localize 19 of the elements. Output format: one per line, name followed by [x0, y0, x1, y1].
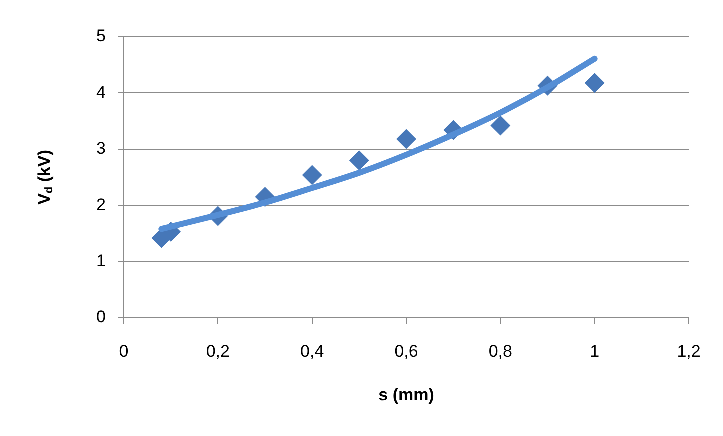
y-tick-label: 1 [96, 251, 106, 270]
x-tick-label: 0,4 [300, 342, 324, 361]
point [302, 165, 322, 186]
x-tick-label: 0,8 [488, 342, 512, 361]
point [490, 116, 511, 136]
y-tick-label: 2 [96, 195, 106, 214]
y-tick-label: 5 [96, 26, 106, 46]
point [349, 150, 370, 171]
y-tick-label: 3 [96, 139, 106, 158]
point [396, 129, 416, 150]
y-tick-label: 4 [96, 82, 106, 102]
x-tick-label: 0,2 [206, 342, 230, 361]
y-tick-label: 0 [96, 308, 106, 327]
x-tick-label: 0 [119, 342, 129, 361]
x-tick-label: 1 [590, 342, 600, 361]
point [584, 73, 605, 94]
x-axis-title: s (mm) [378, 385, 434, 404]
x-tick-label: 0,6 [394, 342, 418, 361]
x-tick-label: 1,2 [677, 342, 701, 361]
